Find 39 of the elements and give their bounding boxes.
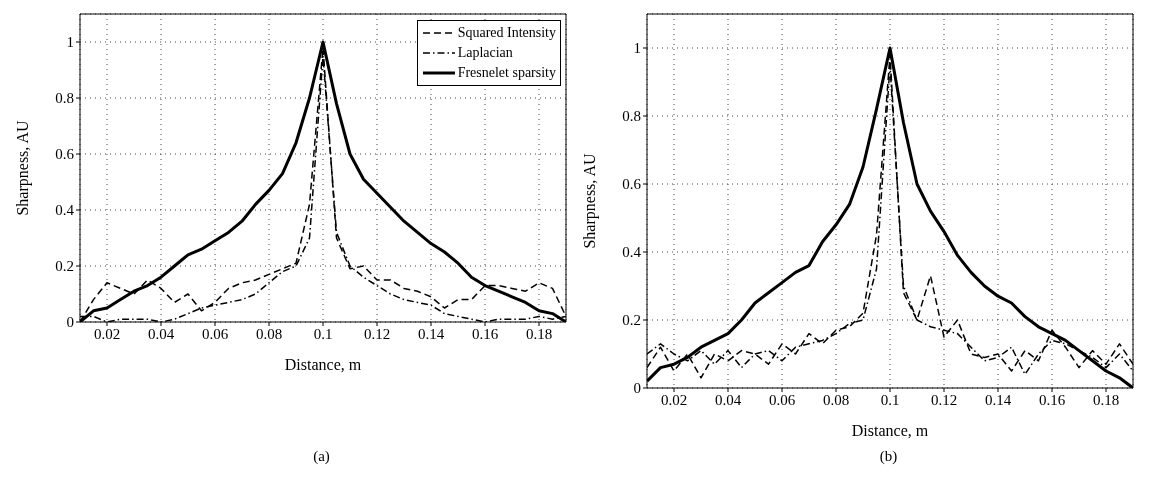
text: (a)	[312, 448, 331, 465]
legend-label: Squared Intensity	[457, 24, 556, 42]
y-axis-title: Sharpness, AU	[13, 120, 32, 216]
x-tick-label: 0.1	[880, 391, 900, 408]
x-tick-label: 0.12	[930, 391, 958, 408]
x-tick-label: 0.02	[93, 325, 121, 342]
x-axis-title: Distance, m	[851, 422, 929, 439]
y-tick-label: 1	[633, 40, 641, 57]
legend-label: Laplacian	[457, 44, 513, 62]
x-tick-label: 0.04	[714, 391, 742, 408]
y-tick-label: 0.2	[622, 312, 641, 329]
x-tick-label: 0.16	[1038, 391, 1066, 408]
y-tick-label: 0	[66, 314, 74, 331]
text: (b)	[878, 448, 899, 465]
y-tick-label: 0	[633, 380, 641, 397]
x-tick-label: 0.04	[147, 325, 175, 342]
x-tick-label: 0.14	[417, 325, 445, 342]
y-tick-label: 0.6	[622, 176, 642, 193]
y-tick-label: 0.4	[55, 202, 75, 219]
y-tick-label: 0.8	[622, 108, 641, 125]
x-tick-label: 0.08	[255, 325, 283, 342]
y-tick-label: 0.2	[55, 258, 74, 275]
y-axis-title: Sharpness, AU	[580, 153, 599, 249]
x-axis-title: Distance, m	[284, 356, 362, 373]
x-tick-label: 0.1	[313, 325, 333, 342]
legend-label: Fresnelet sparsity	[457, 64, 556, 82]
x-tick-label: 0.02	[660, 391, 688, 408]
y-tick-label: 1	[66, 34, 74, 51]
x-tick-label: 0.18	[1092, 391, 1120, 408]
x-tick-label: 0.06	[201, 325, 229, 342]
x-tick-label: 0.12	[363, 325, 391, 342]
x-tick-label: 0.14	[984, 391, 1012, 408]
x-tick-label: 0.08	[822, 391, 850, 408]
x-tick-label: 0.16	[471, 325, 499, 342]
y-tick-label: 0.6	[55, 146, 75, 163]
x-tick-label: 0.06	[768, 391, 796, 408]
y-tick-label: 0.8	[55, 90, 74, 107]
y-tick-label: 0.4	[622, 244, 642, 261]
x-tick-label: 0.18	[525, 325, 553, 342]
